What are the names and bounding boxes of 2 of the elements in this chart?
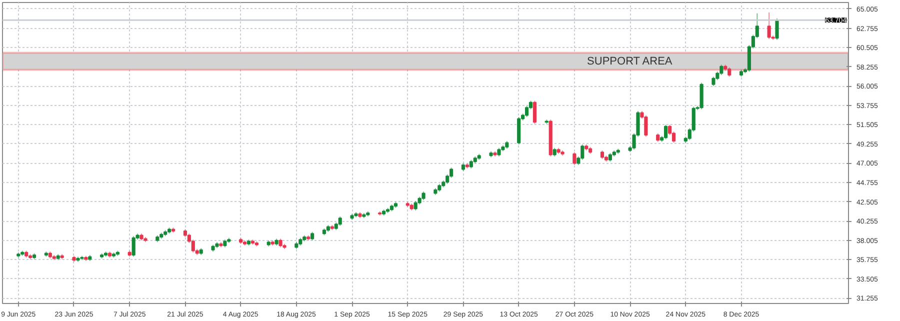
candlestick bbox=[517, 116, 521, 145]
band-label: SUPPORT AREA bbox=[587, 55, 673, 68]
